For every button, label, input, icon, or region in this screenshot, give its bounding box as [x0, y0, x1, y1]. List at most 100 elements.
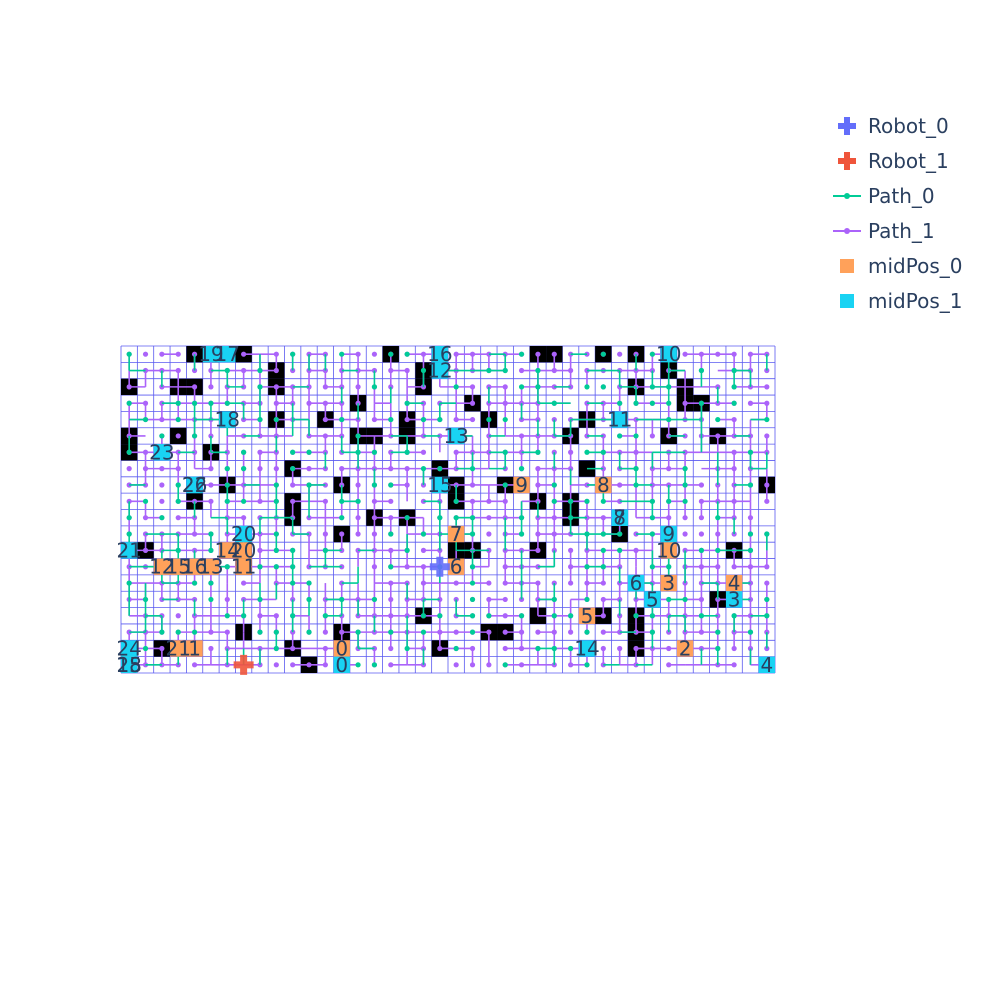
- path-1-point: [388, 498, 394, 504]
- path-1-point: [208, 466, 214, 472]
- midpos-1-label: 18: [215, 408, 240, 432]
- path-1-point: [290, 645, 296, 652]
- path-1-point: [388, 515, 394, 521]
- midpos-0-label: 9: [515, 473, 528, 497]
- path-1-point: [551, 629, 557, 635]
- path-0-point: [224, 498, 230, 504]
- path-0-point: [404, 645, 410, 652]
- midpos-1-label: 19: [198, 342, 223, 366]
- path-1-point: [715, 531, 721, 537]
- path-1-point: [322, 531, 328, 537]
- path-1-point: [518, 433, 525, 439]
- legend-item-robot-1[interactable]: Robot_1: [832, 143, 1000, 178]
- path-1-point: [715, 351, 721, 357]
- path-0-point: [551, 645, 557, 652]
- path-1-point: [486, 498, 492, 504]
- legend-item-midpos-1[interactable]: midPos_1: [832, 283, 1000, 318]
- path-0-point: [224, 466, 230, 472]
- path-0-point: [355, 449, 361, 455]
- path-0-point: [502, 416, 508, 423]
- path-0-point: [518, 384, 525, 390]
- path-0-point: [257, 596, 263, 603]
- midpos-1-marker: [448, 427, 465, 445]
- path-1-point: [469, 645, 476, 652]
- path-1-point: [666, 645, 672, 652]
- path-1-point: [731, 498, 737, 504]
- path-0-point: [551, 613, 557, 619]
- path-1-point: [502, 400, 508, 406]
- path-0-point: [273, 629, 279, 635]
- path-0-point: [518, 351, 525, 357]
- path-0-point: [633, 400, 639, 406]
- midpos-0-label: 13: [198, 555, 223, 579]
- legend-item-midpos-0[interactable]: midPos_0: [832, 248, 1000, 283]
- path-0-point: [764, 613, 770, 619]
- path-0-point: [469, 531, 476, 537]
- path-1-point: [453, 416, 459, 423]
- path-1-point: [747, 564, 754, 570]
- path-0-point: [175, 547, 181, 553]
- path-1-point: [208, 482, 214, 488]
- path-1-point: [502, 645, 508, 652]
- path-0-point: [518, 531, 525, 537]
- path-0-point: [126, 351, 132, 357]
- path-1-point: [682, 580, 688, 586]
- path-1-point: [191, 662, 198, 668]
- midpos-1-label: 9: [662, 522, 675, 546]
- legend-item-path-1[interactable]: Path_1: [832, 213, 1000, 248]
- path-0-point: [355, 498, 361, 504]
- midpos-1-label: 13: [443, 424, 468, 448]
- path-0-point: [584, 629, 590, 635]
- path-0-point: [502, 482, 508, 488]
- path-1-point: [486, 580, 492, 586]
- path-0-point: [518, 613, 525, 619]
- path-1-point: [502, 580, 508, 586]
- midpos-1-label: 6: [630, 571, 643, 595]
- square-icon: [832, 256, 862, 276]
- legend-item-robot-0[interactable]: Robot_0: [832, 108, 1000, 143]
- path-1-point: [600, 466, 606, 472]
- path-0-point: [649, 400, 655, 406]
- path-1-point: [666, 662, 672, 668]
- path-1-point: [388, 662, 394, 668]
- midpos-1-label: 8: [613, 506, 626, 530]
- midpos-1-label: 11: [607, 408, 632, 432]
- path-1-point: [388, 596, 394, 603]
- path-1-point: [175, 662, 181, 668]
- path-1-point: [715, 662, 721, 668]
- path-0-point: [126, 449, 132, 455]
- path-1-point: [666, 466, 672, 472]
- path-0-point: [666, 400, 672, 406]
- path-0-point: [649, 498, 655, 504]
- path-1-point: [518, 367, 525, 374]
- midpos-0-marker: [333, 640, 350, 657]
- path-0-point: [486, 367, 492, 374]
- path-1-point: [764, 564, 770, 570]
- path-0-point: [371, 384, 378, 390]
- path-0-point: [731, 400, 737, 406]
- midpos-0-label: 20: [231, 538, 256, 562]
- path-0-point: [617, 547, 623, 553]
- path-0-point: [437, 515, 443, 521]
- path-1-point: [126, 384, 132, 390]
- midpos-0-label: 2: [679, 636, 692, 660]
- path-1-point: [633, 596, 639, 603]
- obstacles: [121, 346, 775, 673]
- midpos-0-label: 5: [581, 604, 594, 628]
- path-1-point: [306, 466, 312, 472]
- path-1-point: [420, 662, 427, 668]
- path-1-point: [208, 498, 214, 504]
- path-0-point: [159, 433, 165, 439]
- path-1-point: [469, 498, 476, 504]
- path-1-point: [698, 596, 705, 603]
- midpos-0-label: 18: [116, 653, 141, 677]
- path-1-point: [175, 433, 181, 439]
- midpos-0-marker: [660, 542, 677, 559]
- path-1-point: [731, 645, 737, 652]
- path-1-point: [535, 547, 541, 553]
- path-1-point: [649, 433, 655, 439]
- path-0-point: [388, 416, 394, 423]
- path-1-point: [535, 531, 541, 537]
- path-0-point: [437, 466, 443, 472]
- legend-item-path-0[interactable]: Path_0: [832, 178, 1000, 213]
